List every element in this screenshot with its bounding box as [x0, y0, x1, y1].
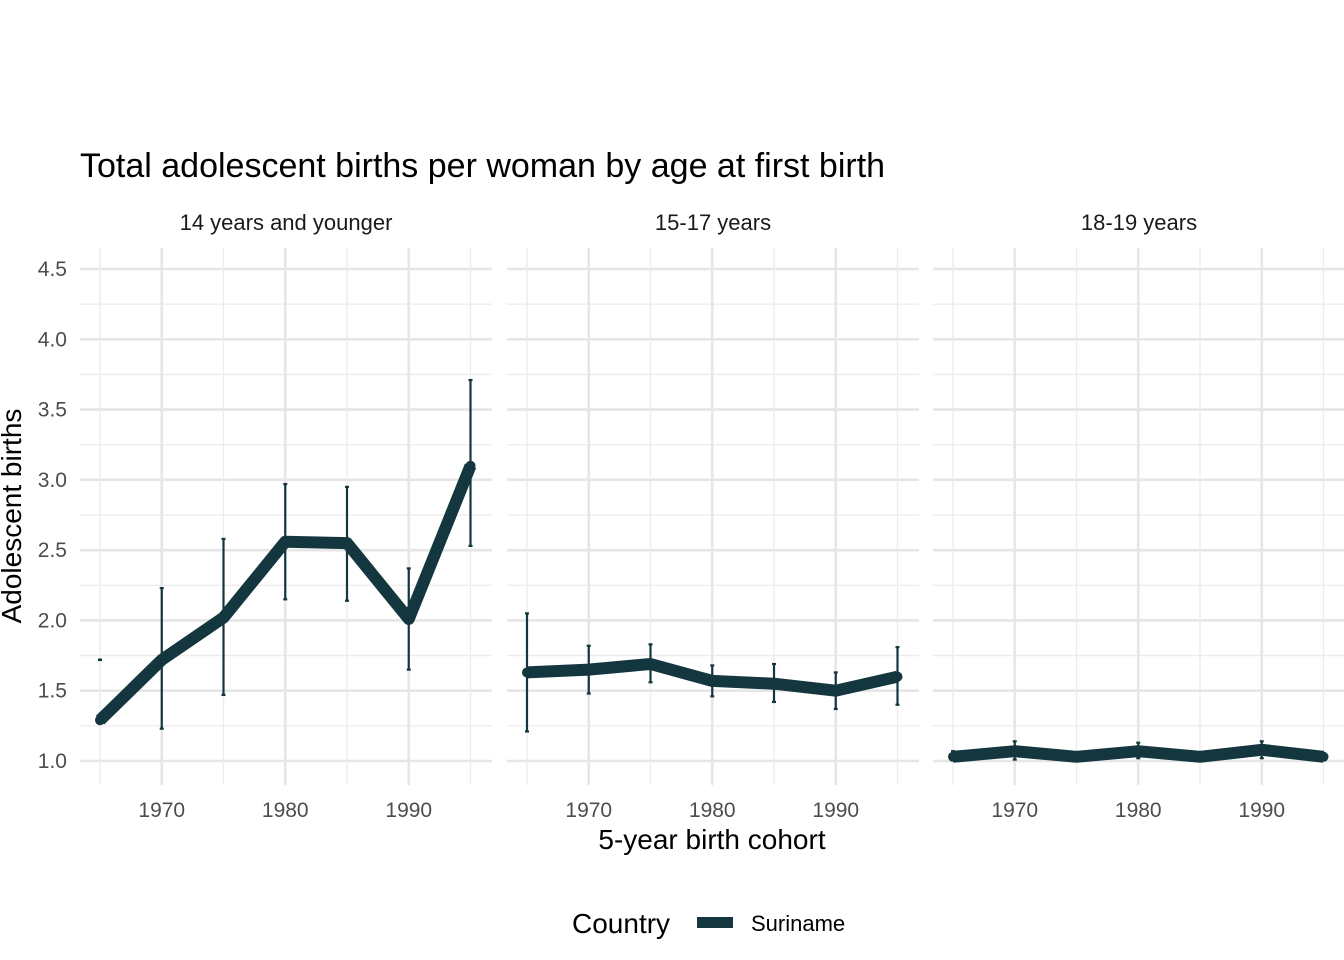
legend: Country Suriname	[572, 908, 845, 939]
data-point	[645, 659, 656, 670]
y-tick-label: 2.0	[38, 609, 67, 632]
facet-strip-label: 18-19 years	[1081, 210, 1197, 235]
data-point	[218, 612, 229, 623]
legend-title: Country	[572, 908, 670, 939]
data-point	[95, 715, 105, 726]
data-point	[948, 751, 958, 762]
data-point	[892, 671, 903, 682]
x-axis-title: 5-year birth cohort	[598, 824, 825, 855]
legend-label-suriname: Suriname	[751, 911, 845, 936]
data-point	[403, 614, 414, 625]
x-tick-label: 1990	[385, 799, 432, 822]
y-tick-label: 4.5	[38, 258, 67, 281]
x-tick-label: 1970	[991, 799, 1038, 822]
y-axis-ticks: 1.0 1.5 2.0 2.5 3.0 3.5 4.0 4.5	[38, 258, 67, 773]
data-point	[1256, 744, 1267, 755]
x-tick-label: 1980	[1115, 799, 1162, 822]
legend-key-suriname	[697, 917, 733, 928]
data-point	[1071, 751, 1082, 762]
y-tick-label: 1.5	[38, 680, 67, 703]
data-point	[465, 460, 476, 471]
x-tick-label: 1970	[565, 799, 612, 822]
data-point	[342, 538, 352, 549]
chart-title: Total adolescent births per woman by age…	[80, 147, 885, 185]
data-point	[522, 667, 532, 678]
data-point	[1133, 746, 1144, 757]
data-point	[1009, 746, 1020, 757]
facet-panel: 18-19 years 1970 1980 1990	[933, 210, 1344, 822]
y-tick-label: 4.0	[38, 328, 67, 351]
data-point	[1195, 751, 1205, 762]
y-axis-title: Adolescent births	[0, 409, 27, 624]
y-tick-label: 2.5	[38, 539, 67, 562]
data-point	[280, 536, 291, 547]
x-tick-label: 1990	[1238, 799, 1285, 822]
y-tick-label: 1.0	[38, 750, 67, 773]
facet-strip-label: 14 years and younger	[180, 210, 393, 235]
x-tick-label: 1980	[262, 799, 309, 822]
data-point	[1318, 751, 1329, 762]
facet-panel: 15-17 years 1970 1980 1990	[507, 210, 919, 822]
facet-strip-label: 15-17 years	[655, 210, 771, 235]
x-tick-label: 1980	[689, 799, 736, 822]
x-tick-label: 1970	[138, 799, 185, 822]
data-point	[583, 664, 594, 675]
facet-panel: 14 years and younger 1970 1980 1990	[80, 210, 492, 822]
data-point	[830, 685, 841, 696]
x-tick-label: 1990	[812, 799, 859, 822]
data-point	[707, 675, 718, 686]
data-point	[156, 654, 167, 665]
y-tick-label: 3.5	[38, 399, 67, 422]
data-point	[769, 678, 779, 689]
y-tick-label: 3.0	[38, 469, 67, 492]
